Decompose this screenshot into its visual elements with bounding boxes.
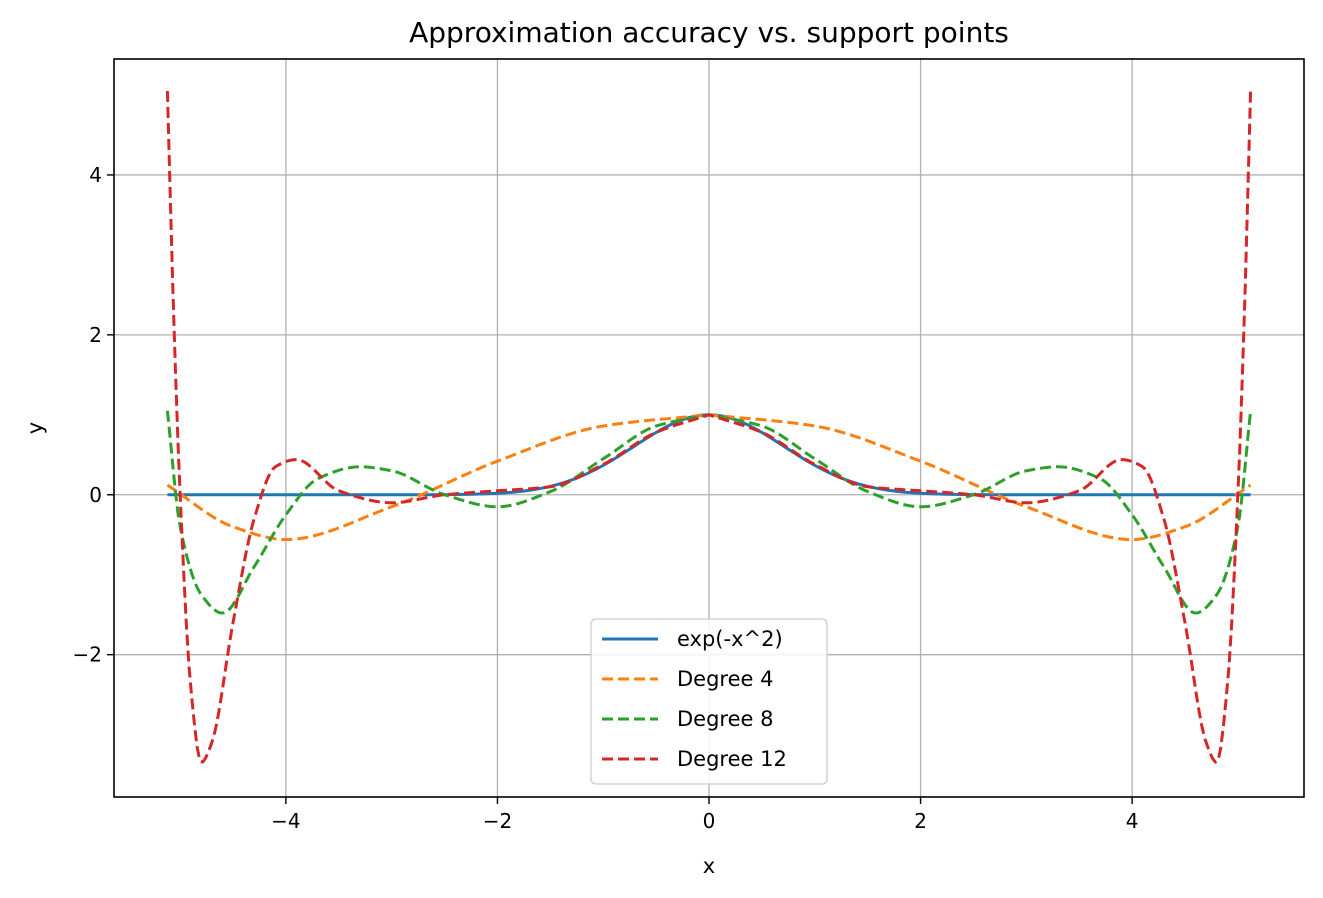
x-tick-label: −2 [483, 809, 512, 833]
series-lines [165, 90, 1253, 764]
legend-label: exp(-x^2) [677, 627, 783, 651]
x-tick-label: 0 [703, 809, 716, 833]
chart-title: Approximation accuracy vs. support point… [409, 16, 1009, 49]
y-tick-label: 4 [89, 163, 102, 187]
x-tick-label: 4 [1126, 809, 1139, 833]
legend-label: Degree 4 [677, 667, 773, 691]
x-tick-label: −4 [271, 809, 300, 833]
legend-box [590, 618, 828, 785]
y-tick-label: 0 [89, 483, 102, 507]
x-axis-label: x [703, 854, 715, 878]
x-tick-label: 2 [914, 809, 927, 833]
series-line [165, 90, 1253, 764]
y-tick-label: −2 [73, 643, 102, 667]
legend: exp(-x^2) Degree 4 Degree 8 Degree 12 [590, 618, 828, 785]
legend-label: Degree 12 [677, 747, 787, 771]
y-tick-label: 2 [89, 323, 102, 347]
axis-ticks: −4 −2 0 2 4 −2 0 2 4 [73, 163, 1139, 833]
y-axis-label: y [23, 422, 47, 434]
legend-label: Degree 8 [677, 707, 773, 731]
